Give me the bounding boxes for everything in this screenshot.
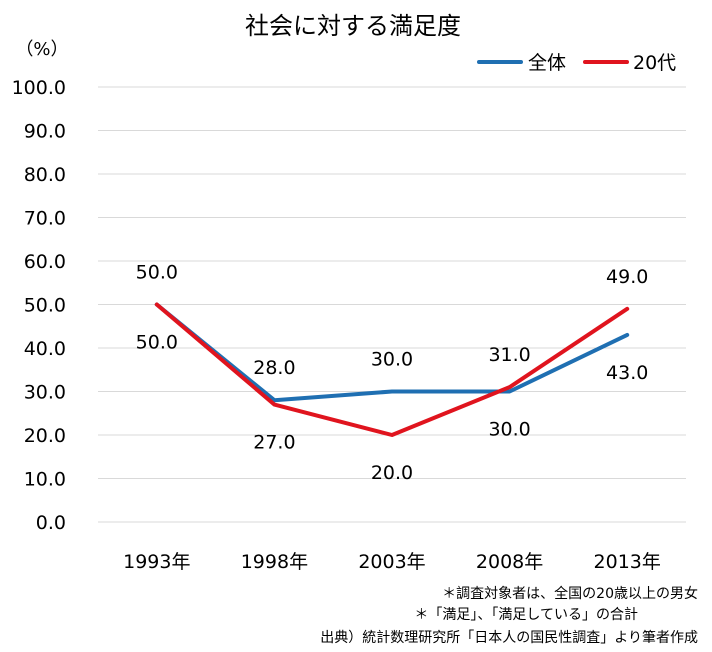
gridlines (98, 86, 686, 523)
x-tick-label: 1993年 (123, 551, 190, 573)
x-tick-labels: 1993年 1998年 2003年 2008年 2013年 (123, 551, 661, 573)
x-tick-label: 2008年 (476, 551, 543, 573)
y-tick-label: 20.0 (24, 425, 66, 447)
legend-label: 全体 (528, 52, 566, 74)
series-line-20s (154, 302, 630, 437)
footnote-definition: ＊「満足」、「満足している」の合計 (414, 607, 638, 623)
data-label: 49.0 (606, 266, 648, 288)
y-axis-unit: （%） (15, 39, 68, 60)
y-tick-label: 40.0 (24, 338, 66, 360)
data-label: 28.0 (253, 357, 295, 379)
data-label: 30.0 (371, 349, 413, 371)
y-tick-label: 50.0 (24, 295, 66, 317)
data-label: 31.0 (488, 344, 530, 366)
series-line-total (154, 302, 630, 403)
series-lines (154, 302, 630, 437)
legend-label: 20代 (633, 52, 676, 74)
legend: 全体 20代 (477, 52, 676, 74)
y-tick-label: 30.0 (24, 382, 66, 404)
y-tick-label: 90.0 (24, 121, 66, 143)
data-label: 50.0 (136, 262, 178, 284)
footnote-survey-target: ＊調査対象者は、全国の20歳以上の男女 (442, 586, 698, 602)
y-tick-label: 60.0 (24, 251, 66, 273)
data-labels: 50.0 28.0 30.0 30.0 43.0 50.0 27.0 20.0 31.0 49.0 (136, 262, 649, 485)
x-tick-label: 2003年 (358, 551, 425, 573)
x-tick-label: 1998年 (241, 551, 308, 573)
data-label: 30.0 (488, 419, 530, 441)
source-note: 出典）統計数理研究所「日本人の国民性調査」より筆者作成 (320, 630, 698, 646)
data-label: 43.0 (606, 362, 648, 384)
y-tick-label: 10.0 (24, 469, 66, 491)
x-tick-label: 2013年 (594, 551, 661, 573)
y-tick-label: 70.0 (24, 208, 66, 230)
data-label: 50.0 (136, 332, 178, 354)
data-label: 20.0 (371, 462, 413, 484)
y-tick-labels: 0.0 10.0 20.0 30.0 40.0 50.0 60.0 70.0 80.0 90.0 1… (12, 77, 66, 534)
chart-title: 社会に対する満足度 (245, 12, 461, 40)
y-tick-label: 100.0 (12, 77, 66, 99)
y-tick-label: 80.0 (24, 164, 66, 186)
data-label: 27.0 (253, 432, 295, 454)
y-tick-label: 0.0 (36, 512, 66, 534)
